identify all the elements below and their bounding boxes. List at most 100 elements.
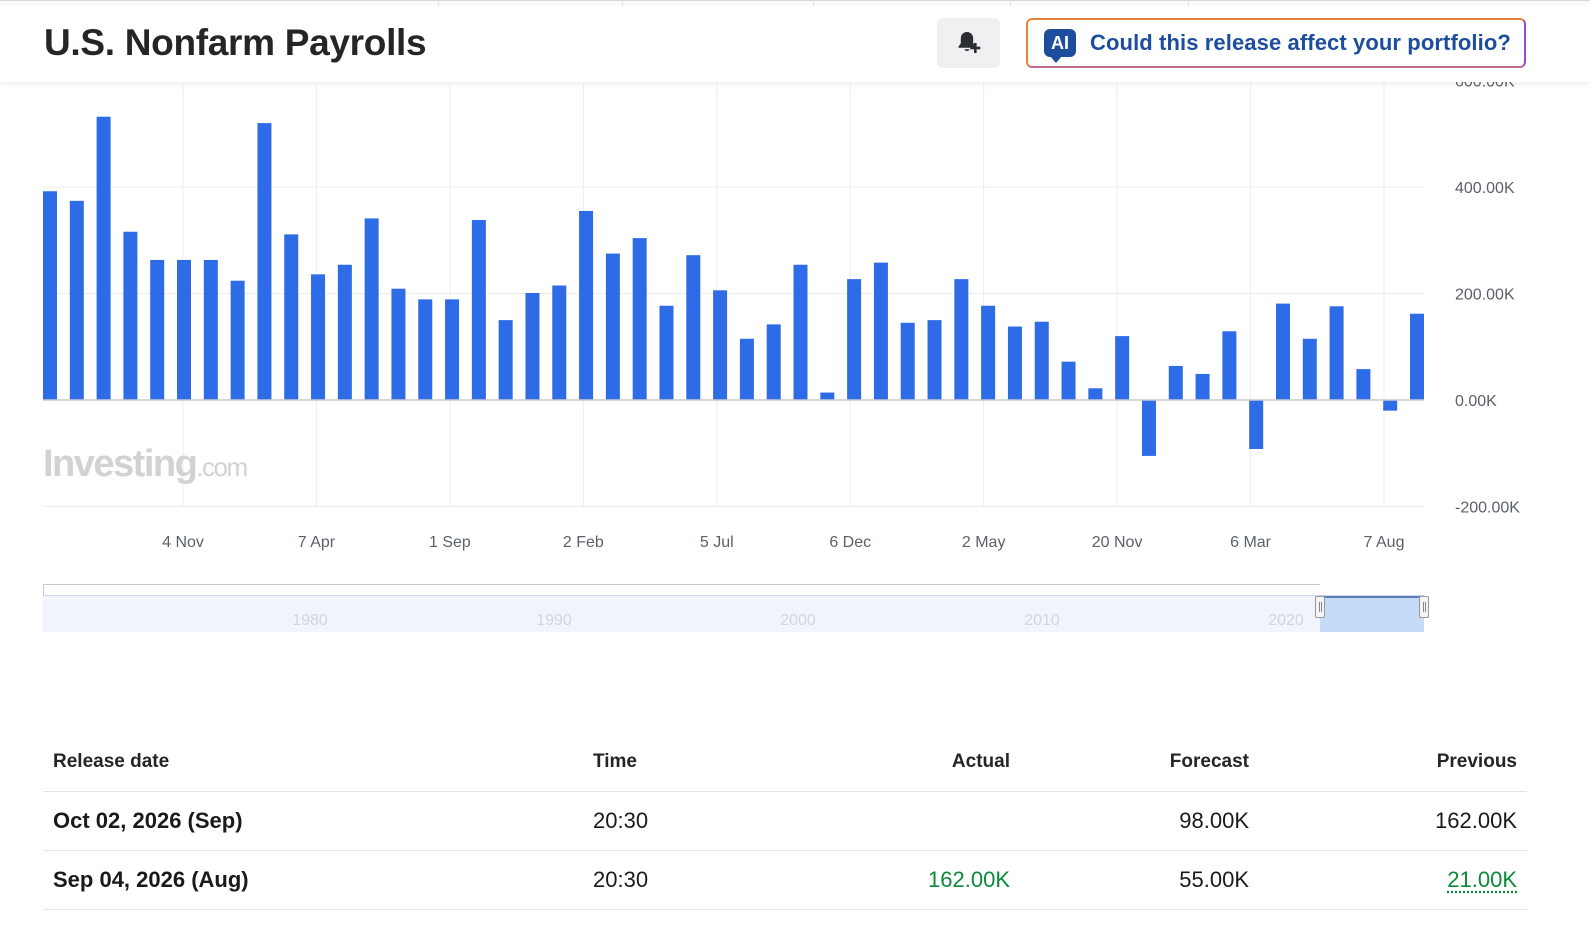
chart-bar[interactable] xyxy=(364,218,379,400)
chart-bar[interactable] xyxy=(391,288,406,400)
x-axis-labels: 4 Nov 7 Apr 1 Sep 2 Feb 5 Jul 6 Dec 2 May 20 No… xyxy=(162,534,1404,551)
chart-bar[interactable] xyxy=(1302,338,1317,400)
ai-portfolio-impact-button[interactable]: AI Could this release affect your portfo… xyxy=(1026,18,1526,68)
chart-bar[interactable] xyxy=(820,392,835,400)
chart-bar[interactable] xyxy=(981,305,996,400)
top-nav-separator xyxy=(1188,1,1189,7)
navigator-series-line xyxy=(43,595,1424,596)
chart-bar[interactable] xyxy=(605,253,620,400)
chart-bar[interactable] xyxy=(123,231,138,400)
chart-bar[interactable] xyxy=(525,292,540,400)
top-nav-strip xyxy=(0,0,1590,7)
chart-bar[interactable] xyxy=(900,322,915,400)
chart-bar[interactable] xyxy=(257,123,272,400)
header-forecast: Forecast xyxy=(1169,750,1249,772)
chart-bar[interactable] xyxy=(954,279,969,400)
chart-bar[interactable] xyxy=(713,290,728,400)
chart-bar[interactable] xyxy=(1356,369,1371,400)
table-row: Sep 04, 2026 (Aug) 20:30 162.00K 55.00K … xyxy=(43,851,1527,910)
chart-bar[interactable] xyxy=(579,210,594,400)
chart-bar[interactable] xyxy=(150,259,165,400)
chart-navigator[interactable]: 1980 1990 2000 2010 2020 xyxy=(43,584,1429,632)
top-nav-separator xyxy=(438,1,439,7)
chart-bar[interactable] xyxy=(1034,321,1049,400)
header-actual: Actual xyxy=(951,750,1010,772)
chart-bar[interactable] xyxy=(686,255,701,400)
bell-plus-icon xyxy=(958,32,980,53)
chart-bar[interactable] xyxy=(445,299,460,400)
chart-bar[interactable] xyxy=(632,238,647,400)
chart-bar[interactable] xyxy=(1329,306,1344,400)
header-release-date: Release date xyxy=(53,750,170,772)
header-previous: Previous xyxy=(1436,750,1517,772)
chart-bar[interactable] xyxy=(471,220,486,400)
chart-bar[interactable] xyxy=(1410,313,1424,400)
navigator-background xyxy=(43,596,1424,632)
y-tick-label: 600.00K xyxy=(1455,82,1515,91)
chart-bar[interactable] xyxy=(1088,388,1103,400)
chart-bar[interactable] xyxy=(1141,400,1156,456)
chart-bar[interactable] xyxy=(1115,336,1130,400)
time-cell: 20:30 xyxy=(593,808,649,833)
chart-bar[interactable] xyxy=(659,305,674,400)
navigator-year-label: 1980 xyxy=(292,612,328,629)
x-tick-label: 6 Mar xyxy=(1230,534,1272,551)
chart-bar[interactable] xyxy=(203,259,218,400)
table-row: Oct 02, 2026 (Sep) 20:30 98.00K 162.00K xyxy=(43,792,1527,851)
x-tick-label: 4 Nov xyxy=(162,534,204,551)
chart-bar[interactable] xyxy=(1249,400,1264,449)
chart-bar[interactable] xyxy=(337,264,352,400)
previous-revised-link[interactable]: 21.00K xyxy=(1447,867,1517,892)
navigator-outline xyxy=(43,584,1320,596)
chart-bar[interactable] xyxy=(1168,365,1183,400)
chart-bar[interactable] xyxy=(311,274,326,400)
x-tick-label: 2 May xyxy=(962,534,1006,551)
x-tick-label: 7 Apr xyxy=(298,534,336,551)
chart-bar[interactable] xyxy=(1007,326,1022,400)
release-date-cell: Sep 04, 2026 (Aug) xyxy=(53,867,249,892)
chart-bar[interactable] xyxy=(873,262,888,400)
chart-bar[interactable] xyxy=(927,320,942,400)
x-tick-label: 1 Sep xyxy=(429,534,471,551)
chart-bar[interactable] xyxy=(498,320,513,400)
chart-bars xyxy=(43,116,1424,456)
chart-bar[interactable] xyxy=(43,191,57,400)
ai-icon: AI xyxy=(1044,29,1076,63)
page-header: U.S. Nonfarm Payrolls AI Could this rele… xyxy=(0,6,1590,82)
top-nav-separator xyxy=(813,1,814,7)
table-header-row: Release date Time Actual Forecast Previo… xyxy=(43,732,1527,792)
chart-bar[interactable] xyxy=(739,338,754,400)
chart-bar[interactable] xyxy=(1061,361,1076,400)
previous-cell: 162.00K xyxy=(1435,808,1517,833)
chart-bar[interactable] xyxy=(1383,400,1398,411)
chart-bar[interactable] xyxy=(793,264,808,400)
chart-bar[interactable] xyxy=(847,279,862,400)
navigator-selected-range[interactable] xyxy=(1320,596,1424,632)
chart-bar[interactable] xyxy=(284,234,299,400)
y-tick-label: 400.00K xyxy=(1455,180,1515,197)
navigator-right-handle[interactable] xyxy=(1419,596,1429,618)
chart-bar[interactable] xyxy=(1222,331,1237,400)
top-nav-separator xyxy=(622,1,623,7)
navigator-left-handle[interactable] xyxy=(1315,596,1325,618)
chart-bar[interactable] xyxy=(1195,373,1210,400)
payrolls-bar-chart: Investing.com -200.00K 0.00K 200.00K 400.00… xyxy=(43,82,1520,551)
y-tick-label: 200.00K xyxy=(1455,287,1515,304)
x-tick-label: 5 Jul xyxy=(700,534,734,551)
chart-bar[interactable] xyxy=(418,299,433,400)
chart-bar[interactable] xyxy=(96,116,111,401)
chart-bar[interactable] xyxy=(230,280,245,400)
chart-bar[interactable] xyxy=(69,200,84,400)
actual-cell: 162.00K xyxy=(928,867,1010,892)
navigator-year-label: 2020 xyxy=(1268,612,1304,629)
x-tick-label: 20 Nov xyxy=(1092,534,1143,551)
chart-bar[interactable] xyxy=(1275,303,1290,400)
chart-bar[interactable] xyxy=(552,285,567,400)
navigator-year-label: 2000 xyxy=(780,612,816,629)
time-cell: 20:30 xyxy=(593,867,649,892)
x-tick-label: 7 Aug xyxy=(1364,534,1405,551)
chart-bar[interactable] xyxy=(177,259,192,400)
chart-bar[interactable] xyxy=(766,324,781,400)
x-tick-label: 2 Feb xyxy=(563,534,604,551)
create-alert-button[interactable] xyxy=(937,18,1000,68)
